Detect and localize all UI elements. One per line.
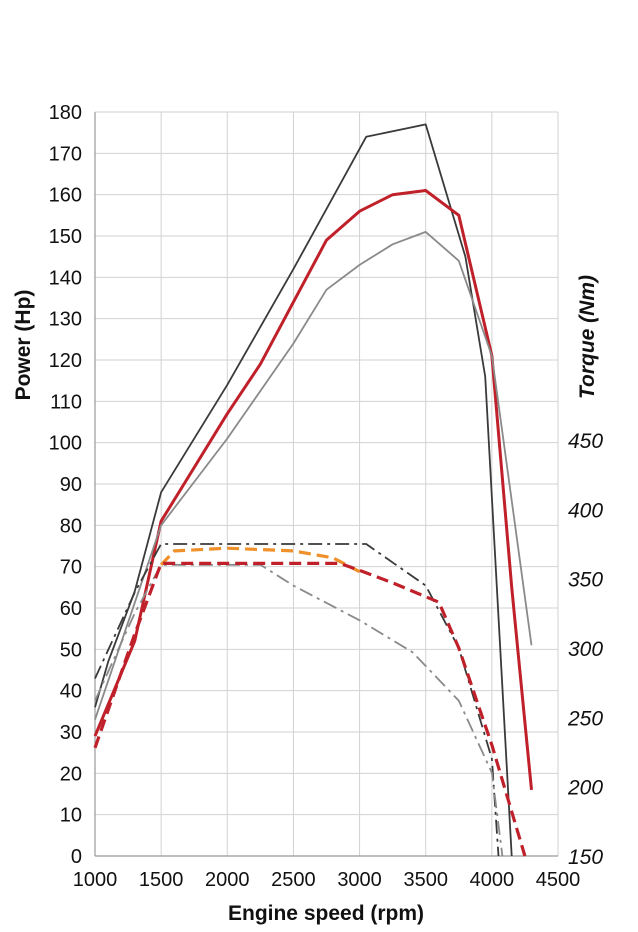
y-tick-label: 180 <box>49 102 82 124</box>
y-tick-label: 110 <box>50 391 82 413</box>
y-tick-label: 90 <box>60 474 82 496</box>
x-tick-label: 1500 <box>139 869 184 891</box>
torque-curve-4 <box>94 563 504 857</box>
power-curve-0 <box>94 123 513 857</box>
x-tick-label: 4000 <box>470 869 515 891</box>
x-tick-label: 4500 <box>536 869 581 891</box>
y-tick-label: 50 <box>60 639 82 661</box>
y-tick-label: 10 <box>60 805 82 827</box>
x-tick-label: 1000 <box>73 869 118 891</box>
y-tick-label: 100 <box>49 433 82 455</box>
y2-tick-label: 450 <box>568 430 603 453</box>
y-tick-label: 30 <box>60 722 82 744</box>
x-tick-label: 2500 <box>271 869 316 891</box>
y2-axis-title: Torque (Nm) <box>576 275 599 399</box>
x-tick-label: 3000 <box>337 869 382 891</box>
y-axis-title: Power (Hp) <box>12 290 35 401</box>
series-lines <box>93 123 533 857</box>
torque-curve-5 <box>159 546 361 574</box>
y-tick-label: 60 <box>60 598 82 620</box>
y-tick-label: 70 <box>60 557 82 579</box>
y-tick-label: 20 <box>60 763 82 785</box>
power-curve-1 <box>93 189 533 791</box>
y-tick-label: 140 <box>49 267 82 289</box>
tick-labels: 0 10 20 30 40 50 60 70 80 90 100 110 120 130 140 150 160… <box>49 102 604 891</box>
y2-tick-label: 200 <box>567 777 603 800</box>
torque-curve-3 <box>94 543 500 857</box>
y2-tick-label: 150 <box>568 846 603 869</box>
y2-tick-label: 350 <box>568 569 603 592</box>
y2-tick-label: 250 <box>567 707 603 730</box>
x-tick-label: 2000 <box>205 869 250 891</box>
x-tick-label: 3500 <box>403 869 448 891</box>
y-tick-label: 170 <box>49 143 82 165</box>
y-tick-label: 0 <box>71 846 82 868</box>
y-tick-label: 160 <box>49 185 82 207</box>
power-curve-2 <box>94 230 533 720</box>
y-tick-label: 120 <box>49 350 82 372</box>
gridlines <box>94 111 559 857</box>
torque-curve-6 <box>93 561 527 857</box>
y-tick-label: 150 <box>49 226 82 248</box>
x-axis-title: Engine speed (rpm) <box>228 902 424 925</box>
y2-tick-label: 300 <box>568 638 603 661</box>
y-tick-label: 40 <box>60 681 82 703</box>
y-tick-label: 80 <box>60 515 82 537</box>
y2-tick-label: 400 <box>568 499 603 522</box>
y-tick-label: 130 <box>49 309 82 331</box>
